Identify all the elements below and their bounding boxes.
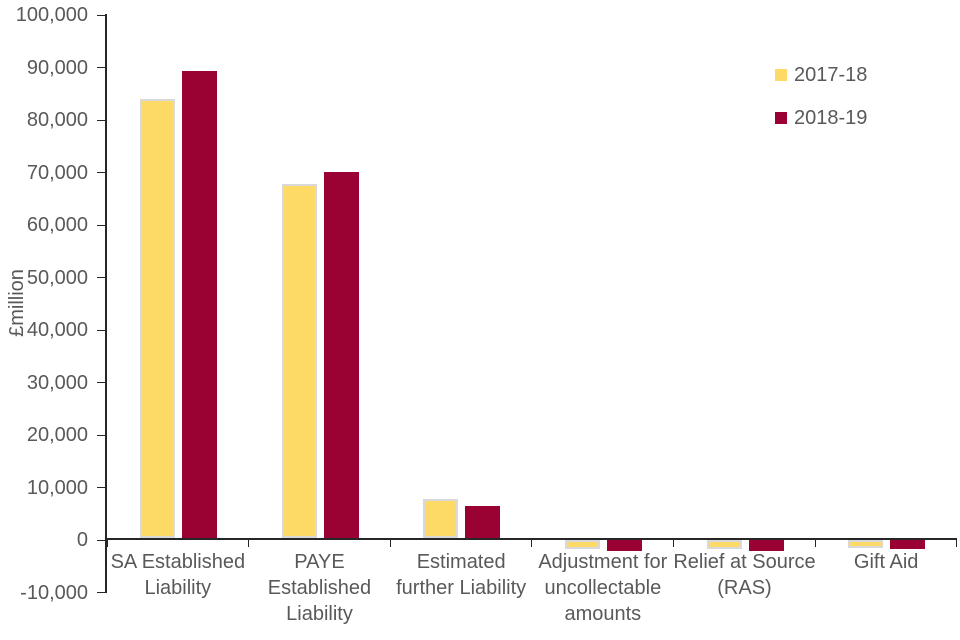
bar-2017-18 (564, 540, 600, 550)
bar-2018-19 (182, 70, 217, 538)
legend-swatch-2018-19-icon (775, 112, 787, 124)
bar-2017-18 (848, 540, 884, 549)
legend-item-2018-19: 2018-19 (775, 106, 867, 130)
y-axis-line (105, 14, 107, 593)
y-axis-tick (97, 172, 105, 173)
y-axis-tick-label: 100,000 (15, 4, 88, 26)
y-axis-tick (97, 382, 105, 383)
bar-2017-18 (281, 184, 317, 538)
y-axis-tick (97, 67, 105, 68)
bar-2017-18 (706, 540, 742, 550)
category-label: SA Established Liability (110, 551, 246, 599)
x-axis-tick (814, 540, 816, 547)
y-axis-tick-label: 50,000 (26, 266, 88, 289)
bar-2018-19 (890, 540, 926, 550)
y-axis-tick (97, 14, 105, 16)
x-axis-tick (956, 540, 958, 547)
y-axis-tick-label: -10,000 (20, 581, 88, 604)
y-axis-tick-label: 70,000 (26, 161, 88, 184)
legend-label-2017-18: 2017-18 (794, 64, 868, 86)
category-label: Estimated further Liability (396, 551, 527, 599)
y-axis-tick-label: 0 (76, 529, 88, 551)
legend-label-2018-19: 2018-19 (794, 107, 868, 129)
bar-2017-18 (423, 499, 459, 538)
x-axis-tick (248, 540, 250, 547)
category-label: Adjustment for uncollectable amounts (538, 551, 668, 625)
y-axis-tick-label: 20,000 (26, 424, 88, 446)
y-axis-tick (97, 487, 105, 488)
bar-2017-18 (140, 99, 175, 538)
bar-2018-19 (606, 540, 642, 551)
x-axis-tick (106, 540, 108, 547)
y-axis-tick (97, 539, 105, 541)
category-label: Relief at Source (RAS) (673, 551, 816, 599)
y-axis-tick-label: 80,000 (26, 109, 88, 131)
y-axis-tick (97, 224, 105, 226)
y-axis-tick-label: 60,000 (26, 214, 88, 236)
bar-2018-19 (323, 172, 359, 538)
y-axis-tick-label: 10,000 (26, 476, 88, 499)
y-axis-tick (97, 434, 105, 436)
category-label: Gift Aid (853, 551, 919, 573)
y-axis-tick (97, 277, 105, 278)
x-axis-tick (389, 540, 391, 547)
legend-item-2017-18: 2017-18 (775, 63, 867, 87)
bar-2018-19 (748, 540, 784, 551)
category-label: PAYE Established Liability (267, 551, 372, 625)
bar-2018-19 (465, 505, 501, 538)
legend-swatch-2017-18-icon (775, 69, 787, 81)
y-axis-tick-label: 30,000 (26, 371, 88, 394)
x-axis-tick (673, 540, 675, 547)
x-axis-line (105, 538, 957, 540)
y-axis-tick (97, 119, 105, 121)
y-axis-tick-label: 40,000 (26, 319, 88, 341)
y-axis-tick (97, 592, 105, 593)
x-axis-tick (531, 540, 533, 547)
y-axis-tick (97, 329, 105, 331)
y-axis-tick-label: 90,000 (26, 56, 88, 79)
